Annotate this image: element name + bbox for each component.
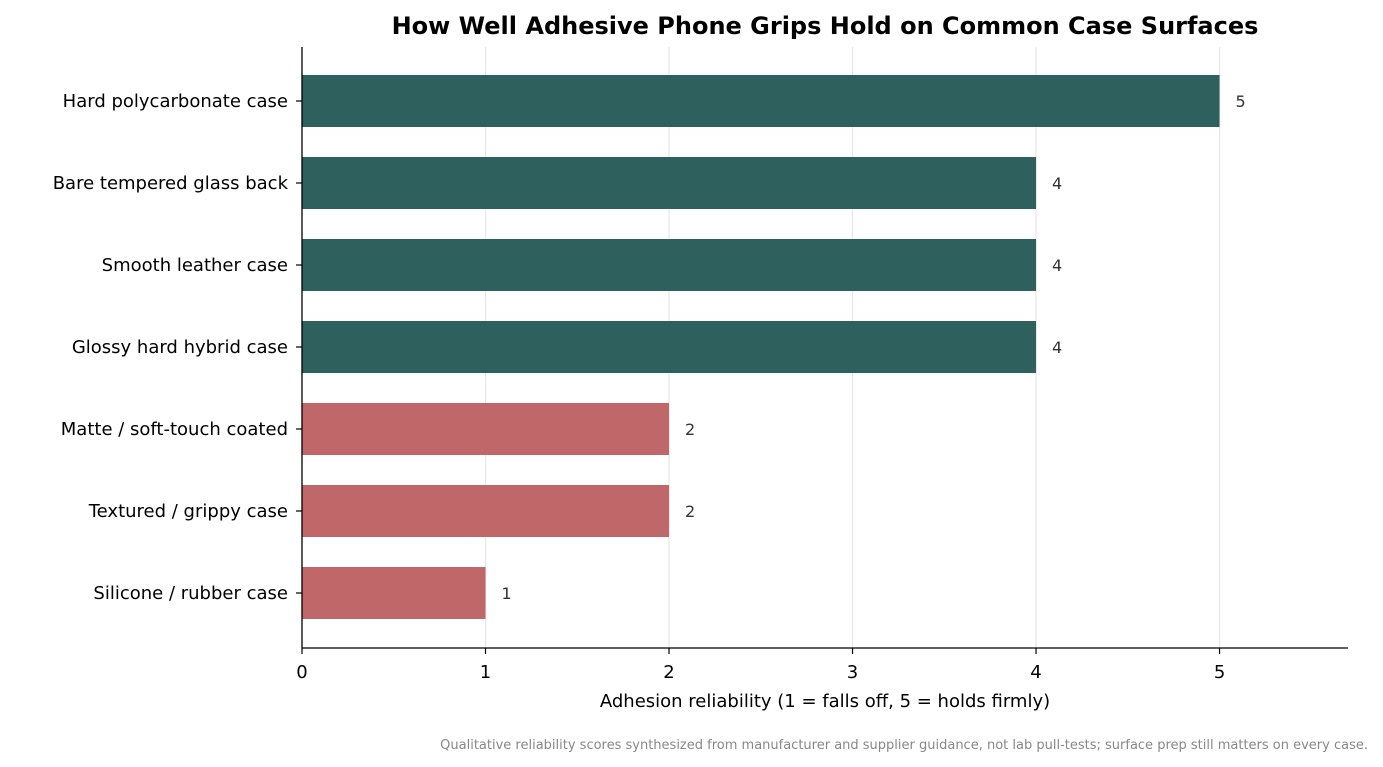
category-label: Matte / soft-touch coated (61, 419, 288, 440)
x-tick-labels: 0 1 2 3 4 5 (296, 648, 1225, 683)
value-label: 2 (685, 502, 695, 521)
category-label: Textured / grippy case (88, 501, 288, 522)
x-tick-label: 5 (1214, 662, 1225, 683)
value-label: 1 (502, 584, 512, 603)
category-label: Smooth leather case (102, 255, 288, 276)
bar (302, 239, 1037, 291)
x-tick-label: 4 (1030, 662, 1041, 683)
x-axis-label: Adhesion reliability (1 = falls off, 5 =… (600, 691, 1050, 712)
x-tick-label: 2 (663, 662, 674, 683)
x-tick-label: 1 (480, 662, 491, 683)
bar (302, 567, 486, 619)
bar (302, 157, 1037, 209)
category-label: Glossy hard hybrid case (72, 337, 288, 358)
value-label: 2 (685, 420, 695, 439)
category-label: Bare tempered glass back (53, 173, 289, 194)
bar (302, 321, 1037, 373)
bar (302, 403, 670, 455)
x-tick-label: 0 (296, 662, 307, 683)
value-label: 4 (1052, 174, 1062, 193)
bar (302, 485, 670, 537)
value-label: 4 (1052, 338, 1062, 357)
bars (302, 75, 1220, 619)
x-tick-label: 3 (847, 662, 858, 683)
bar (302, 75, 1220, 127)
value-labels: 5 4 4 4 2 2 1 (502, 92, 1246, 603)
category-label: Hard polycarbonate case (63, 91, 288, 112)
category-label: Silicone / rubber case (93, 583, 288, 604)
footnote: Qualitative reliability scores synthesiz… (440, 738, 1368, 753)
y-tick-labels: Hard polycarbonate case Bare tempered gla… (53, 91, 302, 604)
value-label: 5 (1236, 92, 1246, 111)
value-label: 4 (1052, 256, 1062, 275)
chart-title: How Well Adhesive Phone Grips Hold on Co… (392, 12, 1259, 40)
